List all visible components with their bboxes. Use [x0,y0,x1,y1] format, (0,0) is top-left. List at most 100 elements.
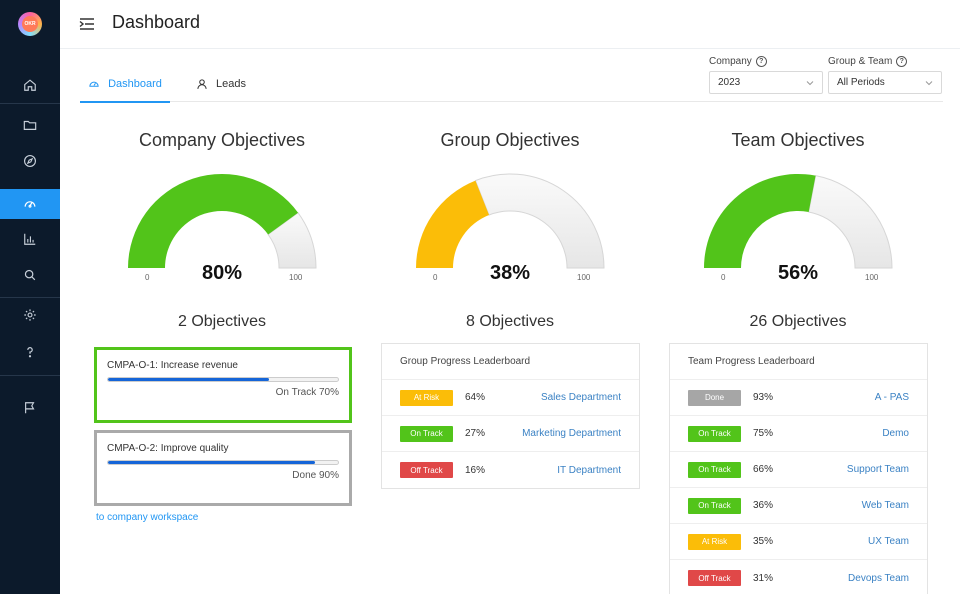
leaderboard-link[interactable]: Web Team [861,500,909,511]
progress-percent: 75% [753,428,774,439]
progress-percent: 16% [465,464,486,476]
status-badge: At Risk [688,533,741,550]
leaderboard-row: On Track 75% Demo [670,416,927,452]
company-objective-count: 2 Objectives [177,313,267,330]
objective-name: CMPA-O-1: Increase revenue [107,360,238,371]
progress-percent: 31% [753,572,774,584]
status-badge: Done [688,389,741,406]
home-icon[interactable] [0,70,60,100]
dashboard-icon[interactable] [0,189,60,219]
leaderboard-link[interactable]: UX Team [868,536,909,547]
progress-percent: 64% [465,392,486,403]
leaderboard-row: Off Track 16% IT Department [382,452,639,488]
gauge-value-arc [416,180,490,268]
leaderboard-link[interactable]: A - PAS [874,392,909,403]
leaderboard-link[interactable]: Demo [882,428,909,439]
app-logo[interactable]: OKR [18,12,42,36]
leaderboard-row: Off Track 31% Devops Team [670,560,927,594]
company-objectives-title: Company Objectives [138,130,306,150]
page-title: Dashboard [112,12,201,32]
leaderboard-row: On Track 27% Marketing Department [382,416,639,452]
gauge-value-arc [128,174,299,268]
help-icon[interactable]: ? [896,56,908,67]
leaderboard-row: At Risk 64% Sales Department [382,380,639,416]
group-gauge-percent: 38% [489,262,531,284]
leaderboard-link[interactable]: IT Department [557,464,621,476]
gauge-max-label: 100 [289,273,303,282]
chevron-down-icon [925,80,933,85]
company-select-value: 2023 [718,77,741,88]
sidebar: OKR [0,0,60,594]
group-objective-count: 8 Objectives [465,313,555,330]
gear-icon[interactable] [0,300,60,330]
group-team-select-value: All Periods [837,77,885,88]
leaderboard-row: On Track 36% Web Team [670,488,927,524]
gauge-max-label: 100 [865,273,879,282]
team-leaderboard-title: Team Progress Leaderboard [670,344,927,380]
group-leaderboard-title: Group Progress Leaderboard [382,344,639,380]
gauge-remaining-arc [267,212,317,269]
tab-leads[interactable]: Leads [196,66,246,102]
objective-name: CMPA-O-2: Improve quality [107,443,229,454]
status-badge: Off Track [688,570,741,586]
team-leaderboard: Team Progress Leaderboard Done 93% A - PAS… [669,343,928,594]
gauge-min-label: 0 [721,273,726,282]
user-icon [197,79,207,89]
leaderboard-link[interactable]: Devops Team [848,572,909,584]
bar-chart-icon[interactable] [0,224,60,254]
objective-progress-bar [107,460,339,465]
progress-percent: 27% [465,428,486,439]
gauge-min-label: 0 [145,273,150,282]
progress-percent: 66% [753,464,774,475]
group-objectives-title: Group Objectives [440,130,580,150]
team-gauge-percent: 56% [777,262,819,284]
leaderboard-row: On Track 66% Support Team [670,452,927,488]
status-badge: On Track [688,497,741,514]
tab-label: Leads [216,78,246,90]
objective-status: Done 90% [292,470,339,481]
tab-bar: Dashboard Leads [80,66,943,103]
leaderboard-row: At Risk 35% UX Team [670,524,927,560]
gauge-remaining-arc [474,173,605,269]
status-badge: On Track [688,425,741,442]
question-icon[interactable] [0,337,60,367]
group-leaderboard: Group Progress Leaderboard At Risk 64% Sal… [381,343,640,489]
team-objectives-title: Team Objectives [731,130,865,150]
gauge-max-label: 100 [577,273,591,282]
status-badge: At Risk [400,389,453,406]
gauge-remaining-arc [808,175,893,269]
tab-label: Dashboard [108,77,162,90]
group-gauge [416,173,605,269]
company-gauge [128,174,317,269]
objective-status: On Track 70% [275,387,339,398]
help-icon[interactable]: ? [755,56,767,67]
team-gauge [704,174,893,269]
leaderboard-link[interactable]: Sales Department [540,392,621,403]
search-icon[interactable] [0,260,60,290]
company-filter-label: Company? [709,56,767,67]
compass-icon[interactable] [0,146,60,176]
gauge-min-label: 0 [433,273,438,282]
team-objective-count: 26 Objectives [749,313,847,330]
progress-percent: 93% [753,392,774,403]
company-select[interactable]: 2023 [709,71,823,94]
objective-card[interactable]: CMPA-O-1: Increase revenue On Track 70% [94,347,352,423]
menu-toggle-icon[interactable] [78,15,96,33]
group-team-select[interactable]: All Periods [828,71,942,94]
folder-icon[interactable] [0,110,60,140]
leaderboard-row: Done 93% A - PAS [670,380,927,416]
company-workspace-link[interactable]: to company workspace [96,512,199,523]
leaderboard-link[interactable]: Marketing Department [522,428,621,439]
company-gauge-percent: 80% [201,262,243,284]
objective-card[interactable]: CMPA-O-2: Improve quality Done 90% [94,430,352,506]
status-badge: On Track [688,461,741,478]
tab-dashboard[interactable]: Dashboard [80,66,170,103]
group-team-filter-label: Group & Team? [828,56,908,67]
status-badge: On Track [400,425,453,442]
chevron-down-icon [806,80,814,85]
top-header: Dashboard [60,0,960,49]
leaderboard-link[interactable]: Support Team [846,464,909,475]
dashboard-icon [89,81,99,87]
flag-icon[interactable] [0,393,60,423]
objective-progress-bar [107,377,339,382]
